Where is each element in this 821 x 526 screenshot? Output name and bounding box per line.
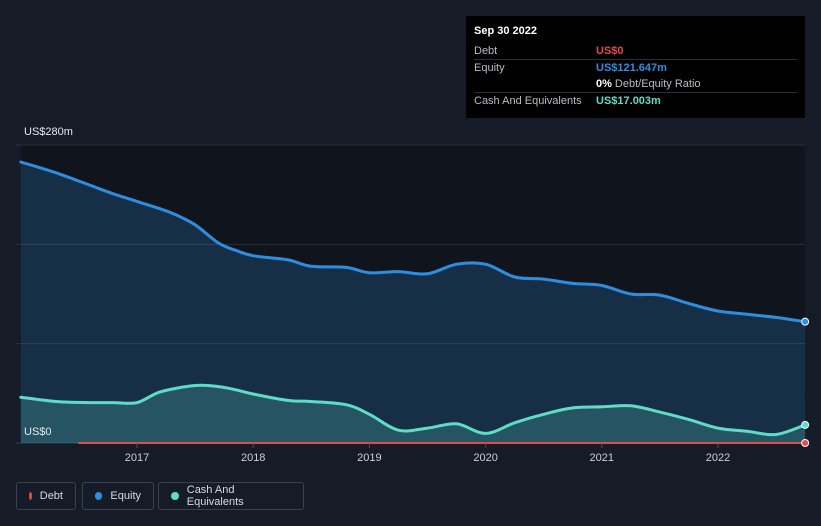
series-areas (20, 162, 806, 443)
y-axis-top-label: US$280m (24, 126, 73, 138)
tooltip-debt-label: Debt (474, 45, 498, 57)
x-tick-label-2022: 2022 (706, 452, 730, 464)
tooltip-ratio: 0% Debt/Equity Ratio (596, 76, 701, 92)
plot-background (20, 145, 806, 443)
tooltip-equity-value: US$121.647m (596, 62, 667, 74)
tooltip-row-debt: Debt US$0 (474, 43, 797, 60)
x-tick-label-2018: 2018 (241, 452, 265, 464)
x-tick-label-2019: 2019 (357, 452, 381, 464)
tooltip-row-cash: Cash And Equivalents US$17.003m (474, 93, 797, 109)
x-tick-label-2021: 2021 (590, 452, 614, 464)
legend-equity-dot (95, 492, 103, 500)
legend-equity[interactable]: Equity (82, 482, 154, 510)
cash-and-equivalents-end-marker (801, 420, 810, 429)
legend-cash[interactable]: Cash And Equivalents (158, 482, 304, 510)
x-tick-label-2020: 2020 (473, 452, 497, 464)
tooltip-row-equity: Equity US$121.647m (474, 60, 797, 76)
legend-cash-dot (171, 492, 179, 500)
tooltip-ratio-label: Debt/Equity Ratio (614, 78, 701, 90)
legend-debt[interactable]: Debt (16, 482, 76, 510)
equity-line (19, 160, 807, 324)
tooltip-cash-value: US$17.003m (596, 95, 661, 107)
tooltip-debt-value: US$0 (596, 45, 624, 57)
legend-cash-label: Cash And Equivalents (186, 484, 244, 508)
legend-debt-dot (29, 492, 32, 500)
equity-end-marker (801, 317, 810, 326)
tooltip-equity-label: Equity (474, 62, 505, 74)
x-axis-ticks: 2017 2018 2019 2020 2021 2022 (125, 443, 730, 464)
legend-debt-label: Debt (39, 490, 63, 502)
grid-lines (16, 144, 806, 444)
y-axis-bottom-label: US$0 (24, 426, 52, 438)
debt-end-marker (801, 439, 810, 447)
tooltip-cash-label: Cash And Equivalents (474, 95, 582, 107)
series-lines (19, 160, 807, 445)
equity-area (20, 162, 806, 443)
tooltip-date: Sep 30 2022 (474, 25, 537, 37)
cash-and-equivalents-area (20, 385, 806, 443)
tooltip-ratio-value: 0% (596, 78, 612, 90)
tooltip-row-ratio: 0% Debt/Equity Ratio (474, 76, 797, 93)
tooltip-panel: Sep 30 2022 Debt US$0 Equity US$121.647m… (466, 16, 805, 118)
cash-and-equivalents-line (19, 383, 807, 437)
x-tick-label-2017: 2017 (125, 452, 149, 464)
legend-equity-label: Equity (110, 490, 141, 502)
end-markers (801, 317, 810, 447)
